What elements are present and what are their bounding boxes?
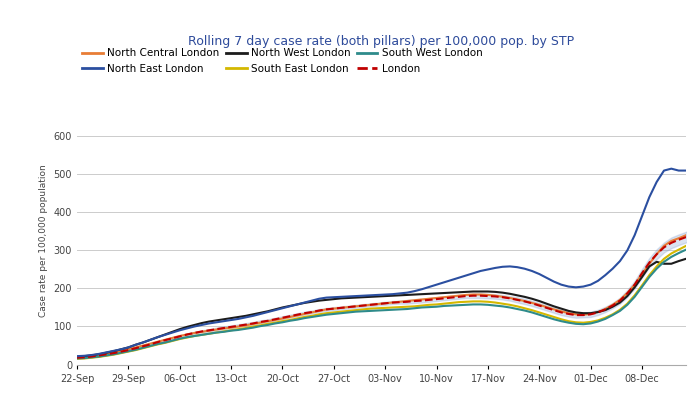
Title: Rolling 7 day case rate (both pillars) per 100,000 pop. by STP: Rolling 7 day case rate (both pillars) p… [188,35,575,48]
Y-axis label: Case rate per 100,000 population: Case rate per 100,000 population [39,165,48,317]
Legend: North Central London, North East London, North West London, South East London, S: North Central London, North East London,… [82,48,482,74]
